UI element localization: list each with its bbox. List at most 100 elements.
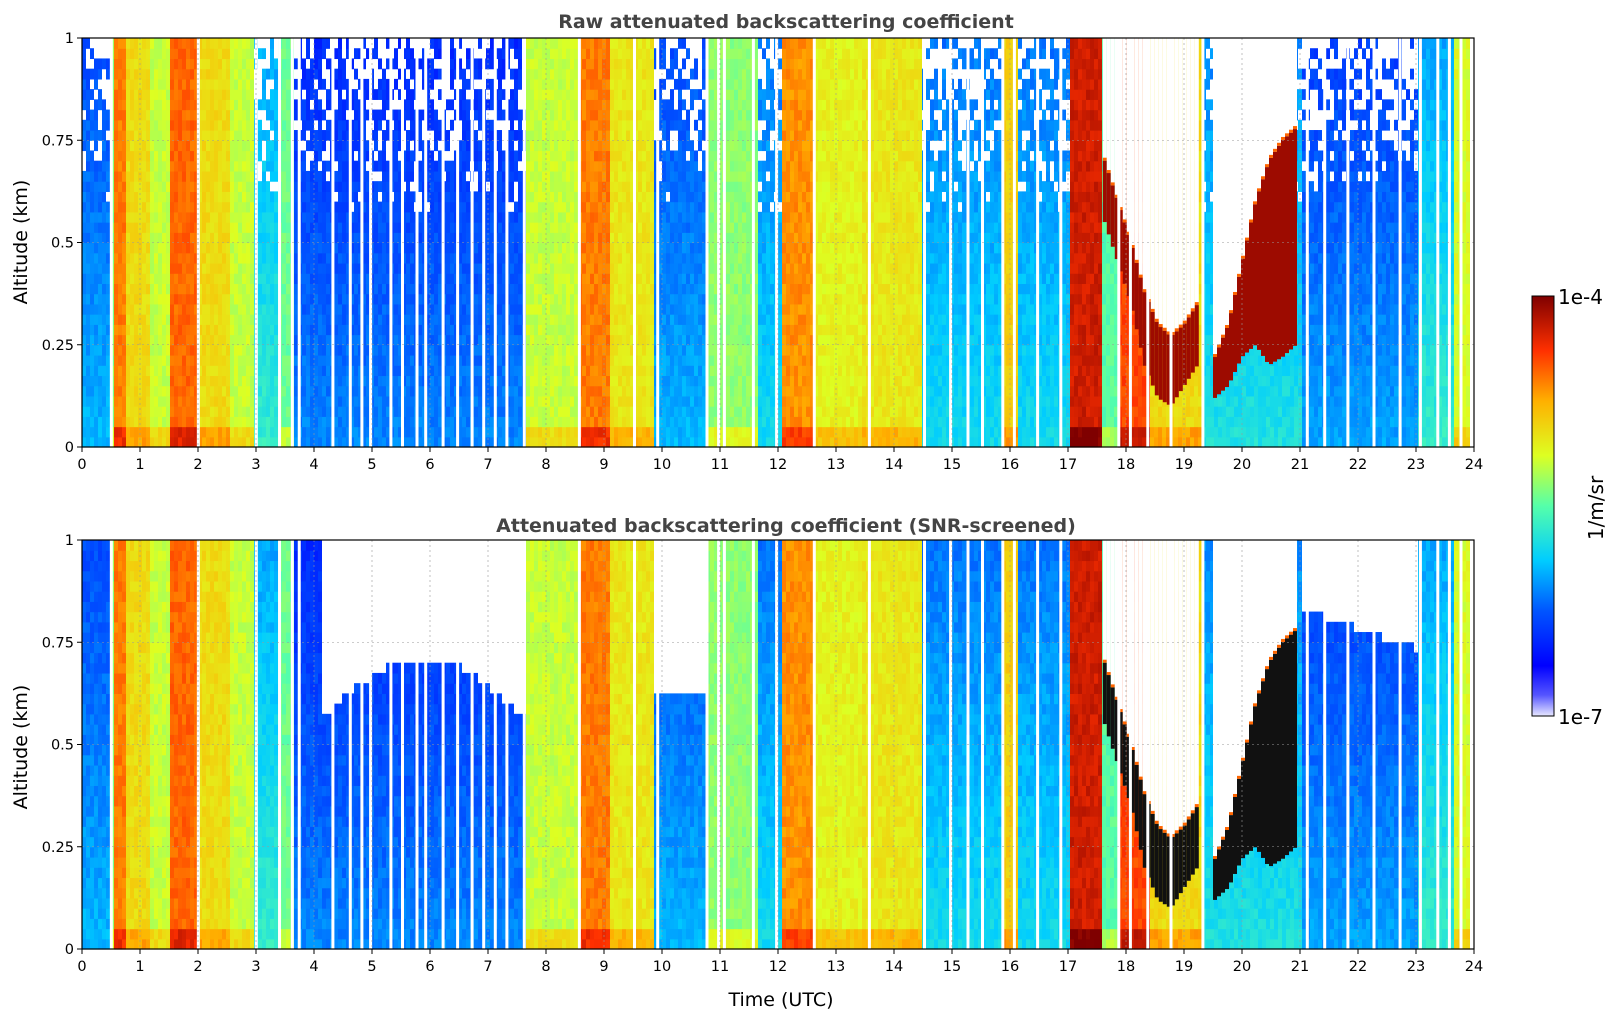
heatmap-cell xyxy=(90,324,94,335)
heatmap-cell xyxy=(102,386,106,397)
heatmap-cell xyxy=(190,304,194,315)
heatmap-cell xyxy=(102,375,106,386)
heatmap-cell xyxy=(126,161,130,172)
heatmap-cell xyxy=(106,140,110,151)
heatmap-cell xyxy=(102,355,106,366)
heatmap-cell xyxy=(202,355,206,366)
heatmap-cell xyxy=(162,304,166,315)
heatmap-cell xyxy=(86,427,90,438)
heatmap-cell xyxy=(130,79,134,90)
heatmap-cell xyxy=(154,161,158,172)
heatmap-cell xyxy=(122,150,126,161)
heatmap-cell xyxy=(210,304,214,315)
heatmap-cell xyxy=(154,89,158,100)
heatmap-cell xyxy=(210,273,214,284)
heatmap-cell xyxy=(166,38,170,49)
heatmap-cell xyxy=(102,161,106,172)
heatmap-cell xyxy=(202,120,206,131)
heatmap-cell xyxy=(178,304,182,315)
heatmap-cell xyxy=(210,171,214,182)
heatmap-cell xyxy=(202,375,206,386)
heatmap-cell xyxy=(178,365,182,376)
heatmap-column xyxy=(166,38,170,448)
heatmap-cell xyxy=(86,273,90,284)
heatmap-cell xyxy=(162,335,166,346)
heatmap-cell xyxy=(214,304,218,315)
heatmap-cell xyxy=(202,69,206,80)
heatmap-column xyxy=(134,38,138,448)
heatmap-column xyxy=(118,38,122,448)
heatmap-cell xyxy=(114,191,118,202)
heatmap-cell xyxy=(94,375,98,386)
heatmap-cell xyxy=(162,416,166,427)
heatmap-cell xyxy=(106,375,110,386)
heatmap-cell xyxy=(190,294,194,305)
heatmap-cell xyxy=(182,294,186,305)
heatmap-cell xyxy=(122,212,126,223)
heatmap-cell xyxy=(126,191,130,202)
heatmap-cell xyxy=(162,283,166,294)
heatmap-cell xyxy=(102,437,106,448)
heatmap-cell xyxy=(130,222,134,233)
heatmap-cell xyxy=(166,130,170,141)
heatmap-cell xyxy=(214,181,218,192)
heatmap-cell xyxy=(166,232,170,243)
heatmap-cell xyxy=(90,294,94,305)
raw-heatmap: 0 1 2 3 4 5 6 7 8 9 10 11 12 13 14 15 16 17 18 19 20 21 22 23 24… xyxy=(42,31,1484,473)
heatmap-cell xyxy=(154,99,158,110)
heatmap-cell xyxy=(202,335,206,346)
heatmap-cell xyxy=(122,202,126,213)
heatmap-cell xyxy=(142,386,146,397)
heatmap-cell xyxy=(158,171,162,182)
heatmap-cell xyxy=(178,110,182,121)
heatmap-cell xyxy=(190,427,194,438)
heatmap-cell xyxy=(86,437,90,448)
heatmap-cell xyxy=(174,120,178,131)
heatmap-cell xyxy=(146,130,150,141)
heatmap-cell xyxy=(178,202,182,213)
heatmap-column xyxy=(86,38,90,448)
heatmap-cell xyxy=(154,386,158,397)
heatmap-cell xyxy=(190,324,194,335)
heatmap-cell xyxy=(178,140,182,151)
heatmap-cell xyxy=(118,273,122,284)
heatmap-cell xyxy=(114,110,118,121)
heatmap-cell xyxy=(86,69,90,80)
heatmap-cell xyxy=(134,222,138,233)
heatmap-cell xyxy=(158,335,162,346)
heatmap-cell xyxy=(178,120,182,131)
heatmap-cell xyxy=(118,355,122,366)
heatmap-cell xyxy=(94,324,98,335)
heatmap-cell xyxy=(186,427,190,438)
heatmap-cell xyxy=(206,69,210,80)
heatmap-cell xyxy=(190,79,194,90)
heatmap-cell xyxy=(90,130,94,141)
heatmap-cell xyxy=(166,324,170,335)
heatmap-cell xyxy=(146,283,150,294)
heatmap-cell xyxy=(142,120,146,131)
heatmap-cell xyxy=(210,437,214,448)
heatmap-column xyxy=(102,58,106,447)
heatmap-cell xyxy=(214,396,218,407)
heatmap-cell xyxy=(90,150,94,161)
heatmap-cell xyxy=(102,243,106,254)
heatmap-column xyxy=(210,38,214,448)
heatmap-cell xyxy=(106,355,110,366)
heatmap-cell xyxy=(126,130,130,141)
heatmap-cell xyxy=(186,130,190,141)
heatmap-cell xyxy=(162,427,166,438)
heatmap-cell xyxy=(210,324,214,335)
heatmap-cell xyxy=(214,283,218,294)
heatmap-cell xyxy=(130,345,134,356)
heatmap-cell xyxy=(130,335,134,346)
heatmap-cell xyxy=(130,181,134,192)
heatmap-cell xyxy=(166,263,170,274)
heatmap-cell xyxy=(130,263,134,274)
heatmap-cell xyxy=(94,365,98,376)
heatmap-cell xyxy=(142,304,146,315)
heatmap-cell xyxy=(106,437,110,448)
heatmap-cell xyxy=(130,406,134,417)
heatmap-cell xyxy=(178,406,182,417)
heatmap-cell xyxy=(202,304,206,315)
heatmap-cell xyxy=(166,314,170,325)
